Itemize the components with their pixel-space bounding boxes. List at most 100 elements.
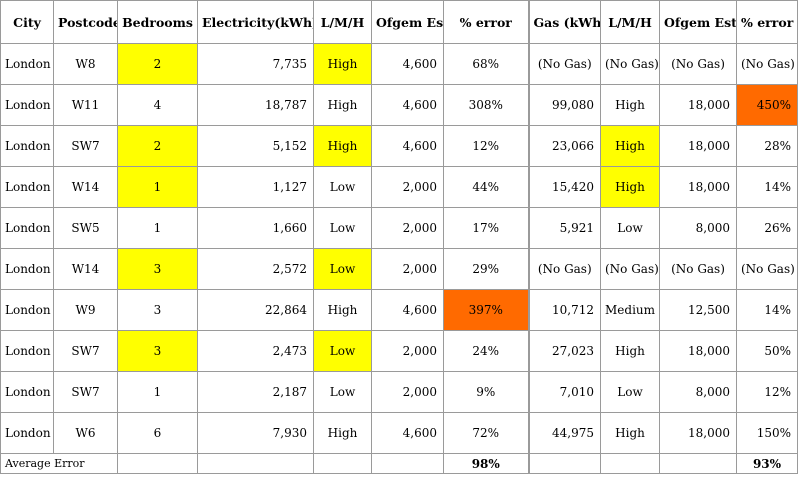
cell-elec-ofgem[interactable]: 4,600 [371,125,444,167]
cell-empty[interactable] [117,453,198,474]
cell-gas-error[interactable]: (No Gas) [736,43,798,85]
cell-gas-ofgem[interactable]: (No Gas) [659,43,737,85]
cell-city[interactable]: London [0,166,54,208]
header-gas-ofgem[interactable]: Ofgem Est. [659,0,737,44]
cell-gas-ofgem[interactable]: 18,000 [659,330,737,372]
cell-electricity[interactable]: 22,864 [197,289,314,331]
cell-city[interactable]: London [0,371,54,413]
cell-elec-lmh[interactable]: Low [313,248,372,290]
cell-postcode[interactable]: SW7 [53,371,118,413]
cell-gas-ofgem[interactable]: 18,000 [659,412,737,454]
cell-gas[interactable]: 10,712 [528,289,601,331]
cell-electricity[interactable]: 1,127 [197,166,314,208]
cell-gas[interactable]: (No Gas) [528,248,601,290]
cell-empty[interactable] [197,453,314,474]
cell-gas-lmh[interactable]: Medium [600,289,660,331]
header-city[interactable]: City [0,0,54,44]
cell-city[interactable]: London [0,330,54,372]
cell-postcode[interactable]: W8 [53,43,118,85]
cell-postcode[interactable]: SW7 [53,330,118,372]
cell-gas-error[interactable]: 450% [736,84,798,126]
cell-bedrooms[interactable]: 3 [117,330,198,372]
cell-elec-lmh[interactable]: High [313,84,372,126]
cell-empty[interactable] [659,453,737,474]
cell-empty[interactable] [528,453,601,474]
cell-elec-ofgem[interactable]: 4,600 [371,84,444,126]
cell-bedrooms[interactable]: 4 [117,84,198,126]
header-elec-error[interactable]: % error [443,0,530,44]
cell-bedrooms[interactable]: 3 [117,248,198,290]
cell-postcode[interactable]: W14 [53,166,118,208]
cell-gas-ofgem[interactable]: 8,000 [659,371,737,413]
cell-bedrooms[interactable]: 6 [117,412,198,454]
header-gas-lmh[interactable]: L/M/H [600,0,660,44]
header-bedrooms[interactable]: Bedrooms [117,0,198,44]
cell-city[interactable]: London [0,43,54,85]
header-elec-ofgem[interactable]: Ofgem Est. [371,0,444,44]
header-electricity[interactable]: Electricity(kWh) [197,0,314,44]
cell-gas-ofgem[interactable]: (No Gas) [659,248,737,290]
cell-gas-ofgem[interactable]: 8,000 [659,207,737,249]
cell-city[interactable]: London [0,412,54,454]
cell-elec-lmh[interactable]: High [313,289,372,331]
cell-city[interactable]: London [0,289,54,331]
cell-elec-lmh[interactable]: High [313,43,372,85]
cell-elec-ofgem[interactable]: 2,000 [371,207,444,249]
header-elec-lmh[interactable]: L/M/H [313,0,372,44]
cell-elec-lmh[interactable]: Low [313,207,372,249]
header-gas-error[interactable]: % error [736,0,798,44]
cell-gas[interactable]: 27,023 [528,330,601,372]
cell-gas-ofgem[interactable]: 18,000 [659,84,737,126]
cell-postcode[interactable]: W14 [53,248,118,290]
cell-elec-error[interactable]: 12% [443,125,530,167]
cell-city[interactable]: London [0,207,54,249]
cell-gas-error[interactable]: 150% [736,412,798,454]
cell-gas-lmh[interactable]: High [600,412,660,454]
cell-elec-ofgem[interactable]: 2,000 [371,248,444,290]
cell-elec-error[interactable]: 72% [443,412,530,454]
cell-postcode[interactable]: W9 [53,289,118,331]
cell-empty[interactable] [600,453,660,474]
cell-postcode[interactable]: SW7 [53,125,118,167]
cell-city[interactable]: London [0,248,54,290]
cell-gas-error[interactable]: 28% [736,125,798,167]
header-postcode[interactable]: Postcode [53,0,118,44]
cell-electricity[interactable]: 18,787 [197,84,314,126]
cell-gas[interactable]: 44,975 [528,412,601,454]
cell-gas-error[interactable]: (No Gas) [736,248,798,290]
cell-empty[interactable] [371,453,444,474]
cell-electricity[interactable]: 1,660 [197,207,314,249]
cell-bedrooms[interactable]: 2 [117,125,198,167]
cell-gas-lmh[interactable]: High [600,166,660,208]
average-error-label[interactable]: Average Error [0,453,118,474]
cell-elec-lmh[interactable]: Low [313,166,372,208]
cell-elec-ofgem[interactable]: 4,600 [371,43,444,85]
cell-elec-ofgem[interactable]: 4,600 [371,412,444,454]
cell-elec-ofgem[interactable]: 4,600 [371,289,444,331]
cell-elec-error[interactable]: 397% [443,289,530,331]
cell-electricity[interactable]: 5,152 [197,125,314,167]
cell-gas[interactable]: 99,080 [528,84,601,126]
cell-postcode[interactable]: SW5 [53,207,118,249]
cell-gas[interactable]: 15,420 [528,166,601,208]
cell-gas-ofgem[interactable]: 12,500 [659,289,737,331]
cell-gas-error[interactable]: 14% [736,166,798,208]
cell-elec-error[interactable]: 24% [443,330,530,372]
header-gas[interactable]: Gas (kWh) [528,0,601,44]
cell-elec-error[interactable]: 9% [443,371,530,413]
cell-postcode[interactable]: W6 [53,412,118,454]
cell-elec-error[interactable]: 44% [443,166,530,208]
cell-gas-lmh[interactable]: High [600,125,660,167]
cell-electricity[interactable]: 7,735 [197,43,314,85]
cell-elec-error[interactable]: 68% [443,43,530,85]
cell-electricity[interactable]: 7,930 [197,412,314,454]
cell-gas-error[interactable]: 14% [736,289,798,331]
cell-gas[interactable]: (No Gas) [528,43,601,85]
cell-gas-ofgem[interactable]: 18,000 [659,125,737,167]
cell-gas-error[interactable]: 50% [736,330,798,372]
cell-gas[interactable]: 7,010 [528,371,601,413]
cell-elec-lmh[interactable]: High [313,125,372,167]
cell-elec-lmh[interactable]: Low [313,330,372,372]
cell-elec-error[interactable]: 29% [443,248,530,290]
cell-gas-lmh[interactable]: Low [600,371,660,413]
